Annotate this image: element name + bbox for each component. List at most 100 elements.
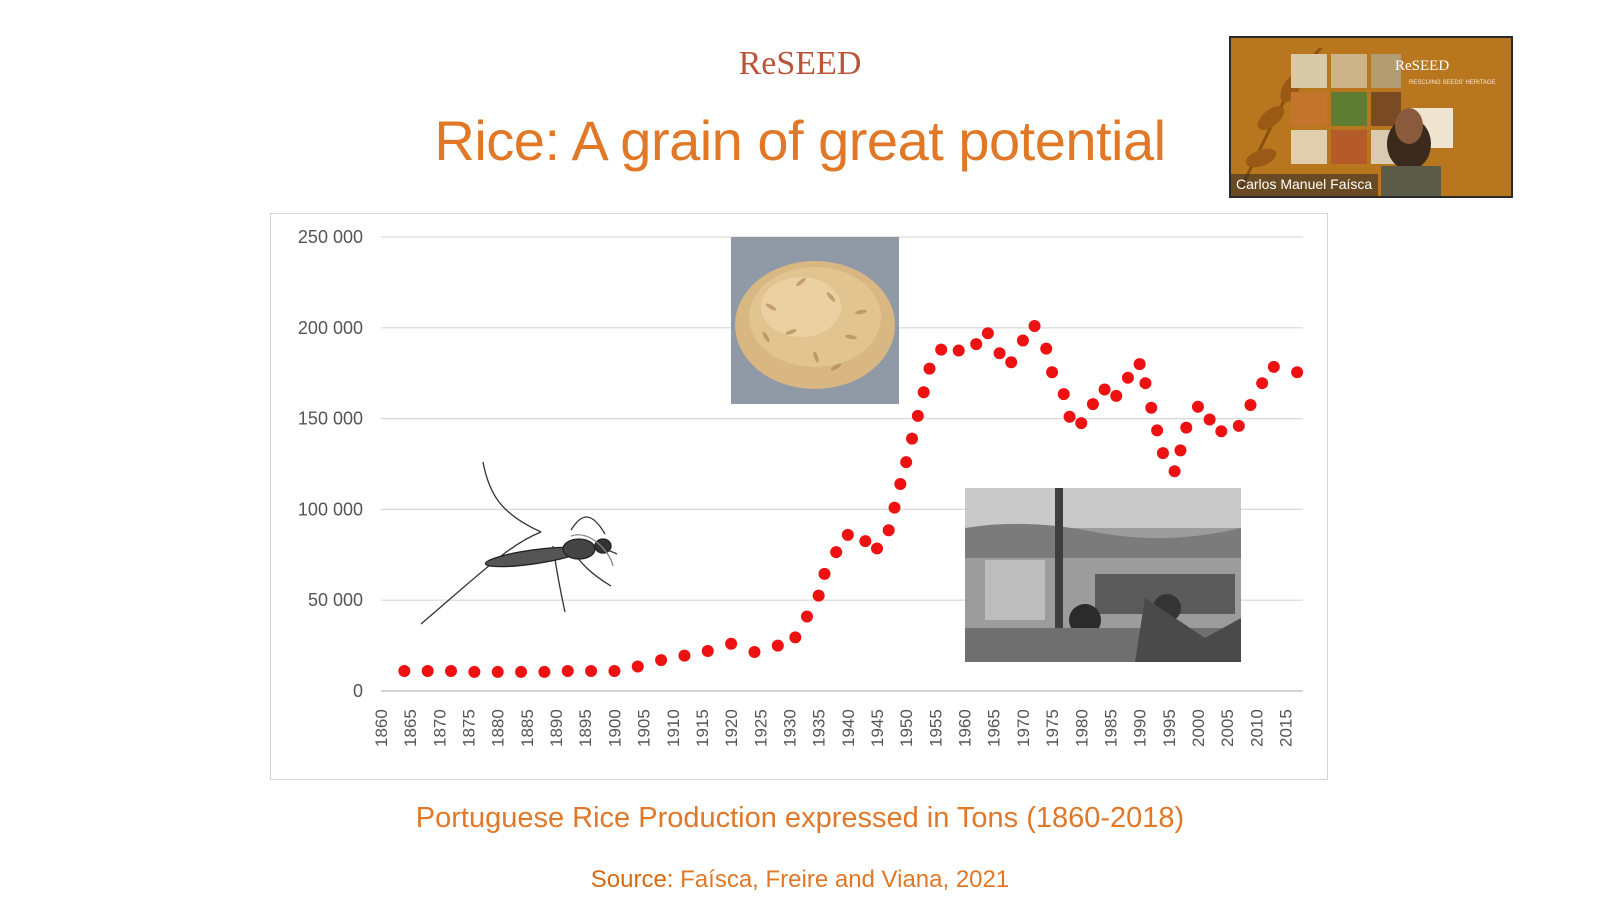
x-tick-label: 1880 [489,709,508,747]
data-point [981,327,994,340]
data-point [917,386,930,399]
data-point [1151,424,1164,437]
x-tick-label: 1895 [576,709,595,747]
data-point [970,338,983,351]
data-point [859,535,872,548]
x-tick-label: 1970 [1014,709,1033,747]
x-tick-label: 1925 [751,709,770,747]
x-tick-label: 1860 [372,709,391,747]
x-tick-label: 1985 [1101,709,1120,747]
data-point [1203,413,1216,426]
chart-caption: Portuguese Rice Production expressed in … [415,802,1185,834]
video-tile[interactable]: RESCUING SEEDS' HERITAGE ReSEED [1229,36,1513,198]
x-tick-label: 1920 [722,709,741,747]
x-tick-label: 2000 [1189,709,1208,747]
data-point [1291,366,1304,379]
data-point [1046,366,1059,379]
data-point [491,665,504,678]
data-point [935,343,948,356]
x-tick-label: 1910 [664,709,683,747]
x-tick-label: 1905 [635,709,654,747]
x-tick-label: 2015 [1276,709,1295,747]
participant-name: Carlos Manuel Faísca [1230,174,1379,196]
data-point [871,542,884,555]
data-point [812,589,825,602]
x-tick-label: 1990 [1131,709,1150,747]
reseed-logo: ReSEED [730,40,870,88]
data-point [882,524,895,537]
rice-grains-image [731,237,899,404]
x-axis-ticks: 1860 1865 1870 1875 1880 1885 1890 1895 1900 1905… [372,709,1295,747]
x-tick-label: 1935 [810,709,829,747]
x-tick-label: 1875 [460,709,479,747]
x-tick-label: 1900 [605,709,624,747]
data-point [906,432,919,445]
data-point [993,347,1006,360]
x-tick-label: 1960 [956,709,975,747]
data-point [830,546,843,559]
data-point [771,639,784,652]
source-line: Source: Faísca, Freire and Viana, 2021 [0,866,1600,894]
data-point [1256,377,1269,390]
data-point [894,477,907,490]
x-tick-label: 1950 [897,709,916,747]
y-axis-ticks: 0 50 000 100 000 150 000 200 000 250 000 [298,227,363,701]
x-tick-label: 1870 [430,709,449,747]
x-tick-label: 1865 [401,709,420,747]
mosquito-illustration [420,461,618,625]
data-point [1098,383,1111,396]
construction-photo [965,488,1241,662]
x-tick-label: 2010 [1247,709,1266,747]
data-point [1180,421,1193,434]
x-tick-label: 1915 [693,709,712,747]
data-point [1215,425,1228,438]
y-tick-label: 150 000 [298,409,363,429]
data-point [1075,417,1088,430]
x-tick-label: 1890 [547,709,566,747]
data-point [515,665,528,678]
data-point [631,660,644,673]
data-point [655,654,668,667]
data-point [1145,401,1158,414]
svg-text:RESCUING SEEDS' HERITAGE: RESCUING SEEDS' HERITAGE [1409,80,1496,86]
data-point [1168,465,1181,478]
data-point [561,665,574,678]
logo-text: ReSEED [738,45,862,82]
slide-title: Rice: A grain of great potential [434,109,1166,172]
x-tick-label: 1965 [985,709,1004,747]
data-points [398,319,1304,678]
data-point [445,665,458,678]
data-point [1156,447,1169,460]
data-point [841,528,854,541]
data-point [1244,398,1257,411]
data-point [725,637,738,650]
leaf-pattern: RESCUING SEEDS' HERITAGE [1239,46,1496,196]
x-tick-label: 1885 [518,709,537,747]
tile-slide-logo: ReSEED [1395,58,1450,74]
data-point [585,665,598,678]
x-tick-label: 1975 [1043,709,1062,747]
x-tick-label: 1940 [839,709,858,747]
data-point [1086,398,1099,411]
x-tick-label: 1930 [780,709,799,747]
data-point [538,665,551,678]
data-point [678,649,691,662]
data-point [1267,360,1280,373]
data-point [701,645,714,658]
data-point [952,344,965,357]
data-point [800,610,813,623]
data-point [923,362,936,375]
data-point [421,665,434,678]
data-point [1057,388,1070,401]
y-tick-label: 250 000 [298,227,363,247]
data-point [398,665,411,678]
data-point [1016,334,1029,347]
data-point [1121,371,1134,384]
data-point [1028,319,1041,332]
data-point [1174,444,1187,457]
x-tick-label: 1955 [926,709,945,747]
data-point [468,665,481,678]
data-point [1063,410,1076,423]
data-point [888,501,901,514]
source-text: Faísca, Freire and Viana, 2021 [680,866,1010,893]
